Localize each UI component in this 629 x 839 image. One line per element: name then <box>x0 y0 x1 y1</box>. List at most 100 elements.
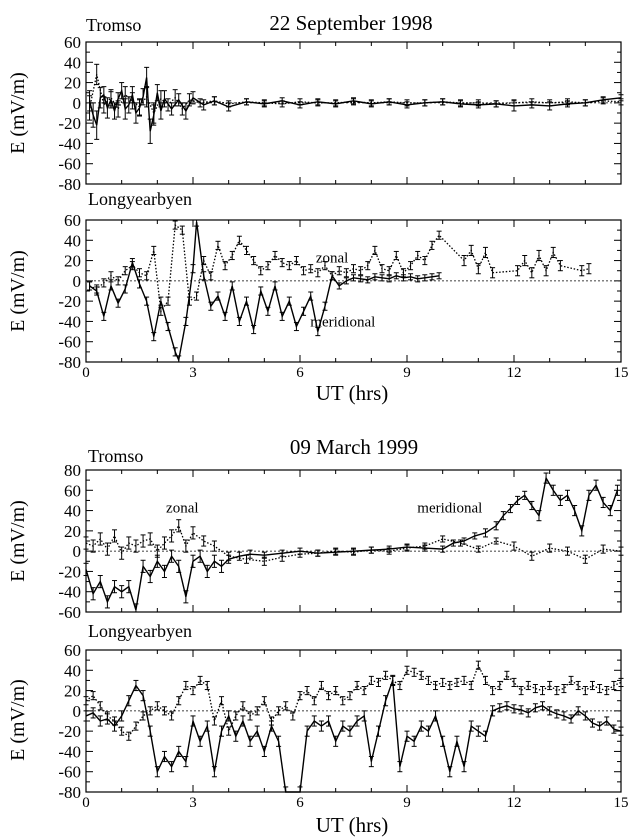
error-bar-meridional <box>440 545 446 553</box>
error-bar-solid <box>433 710 439 722</box>
error-bar-zonal <box>151 245 157 255</box>
error-bar-meridional <box>161 564 167 579</box>
error-bar-meridional <box>493 521 499 531</box>
error-bar-zonal <box>368 546 374 554</box>
error-bar-zonal <box>176 519 182 533</box>
error-bar-zonal <box>404 544 410 552</box>
error-bar-solid <box>190 91 196 105</box>
y-tick-label: -20 <box>58 722 81 741</box>
error-bar-solid <box>112 102 118 120</box>
error-bar-zonal <box>458 539 463 547</box>
error-bar-dotted <box>112 716 118 726</box>
error-bar-meridional <box>315 327 321 337</box>
error-bar-zonal <box>279 552 285 562</box>
error-bar-dotted <box>318 680 324 691</box>
error-bar-zonal <box>126 536 132 550</box>
error-bar-dotted <box>254 706 260 716</box>
error-bar-zonal <box>408 261 414 271</box>
error-bar-zonal <box>308 264 314 274</box>
error-bar-meridional <box>140 559 146 573</box>
error-bar-zonal <box>365 261 371 271</box>
error-bar-meridional <box>343 277 349 285</box>
series-line-zonal <box>89 223 590 314</box>
error-bar-zonal <box>90 539 96 553</box>
error-bar-meridional <box>215 291 221 301</box>
error-bar-meridional <box>557 494 563 506</box>
error-bar-zonal <box>522 255 528 267</box>
error-bar-dotted <box>475 99 481 107</box>
error-bar-zonal <box>490 267 496 279</box>
error-bar-dotted <box>276 706 282 716</box>
error-bar-dotted <box>554 686 560 696</box>
error-bar-zonal <box>251 256 257 266</box>
error-bar-solid <box>354 715 360 727</box>
error-bar-dotted <box>390 675 396 685</box>
error-bar-dotted <box>183 680 189 691</box>
error-bar-meridional <box>358 275 364 283</box>
error-bar-dotted <box>547 680 553 691</box>
y-tick-label: 20 <box>64 74 81 93</box>
y-tick-label: -80 <box>58 175 81 194</box>
error-bar-meridional <box>543 472 549 484</box>
x-tick-label: 6 <box>296 365 304 381</box>
error-bar-solid <box>311 715 317 727</box>
error-bar-solid <box>147 725 153 737</box>
error-bar-meridional <box>572 505 578 517</box>
error-bar-meridional <box>104 595 110 609</box>
error-bar-meridional <box>522 490 528 500</box>
error-bar-zonal <box>169 529 175 543</box>
event-title: 22 September 1998 <box>269 11 432 35</box>
error-bar-dotted <box>368 675 374 685</box>
error-bar-meridional <box>236 316 242 326</box>
error-bar-zonal <box>236 235 242 245</box>
error-bar-dotted <box>597 683 603 694</box>
error-bar-solid <box>169 761 175 773</box>
error-bar-solid <box>154 84 160 102</box>
error-bar-solid <box>304 725 310 737</box>
error-bar-solid <box>454 735 460 747</box>
error-bar-zonal <box>343 268 349 278</box>
error-bar-solid <box>375 725 381 737</box>
error-bar-dotted <box>604 686 610 696</box>
error-bar-dotted <box>454 677 460 688</box>
error-bar-zonal <box>557 260 563 272</box>
error-bar-dotted <box>211 716 217 726</box>
error-bar-meridional <box>108 281 114 291</box>
error-bar-zonal <box>351 264 356 274</box>
error-bar-dotted <box>333 99 339 107</box>
error-bar-dotted <box>347 691 353 701</box>
error-bar-zonal <box>261 556 267 566</box>
x-tick-label: 15 <box>614 365 629 381</box>
y-tick-label: -40 <box>58 583 81 602</box>
error-bar-solid <box>154 766 160 778</box>
panel-tromso-1998: 22 September 1998 Tromso E (mV/m) -80-60… <box>7 11 624 194</box>
error-bar-solid <box>490 705 496 717</box>
error-bar-meridional <box>101 311 107 321</box>
x-tick-label: 12 <box>507 365 522 381</box>
error-bar-zonal <box>301 266 307 276</box>
series-line-meridional <box>85 476 619 611</box>
error-bar-dotted <box>261 696 267 706</box>
error-bar-dotted <box>493 100 499 108</box>
error-bar-zonal <box>144 271 150 281</box>
error-bar-dotted <box>115 100 121 118</box>
series-line-dotted <box>88 74 622 115</box>
plot-frame <box>85 469 622 613</box>
error-bar-dotted <box>458 99 463 107</box>
error-bar-zonal <box>226 551 232 561</box>
error-bar-dotted <box>315 99 321 107</box>
error-bar-dotted <box>333 686 339 696</box>
error-bar-dotted <box>165 98 171 112</box>
error-bar-zonal <box>211 540 217 552</box>
error-bar-meridional <box>507 503 513 514</box>
error-bar-dotted <box>90 691 96 701</box>
y-tick-label: -60 <box>58 155 81 174</box>
plot-frame <box>85 41 622 185</box>
error-bar-solid <box>97 87 103 109</box>
error-bar-solid <box>147 118 153 144</box>
error-bar-dotted <box>351 98 356 106</box>
error-bar-zonal <box>322 261 328 271</box>
error-bar-dotted <box>440 98 446 106</box>
error-bar-solid <box>425 725 431 737</box>
y-tick-label: -20 <box>58 562 81 581</box>
